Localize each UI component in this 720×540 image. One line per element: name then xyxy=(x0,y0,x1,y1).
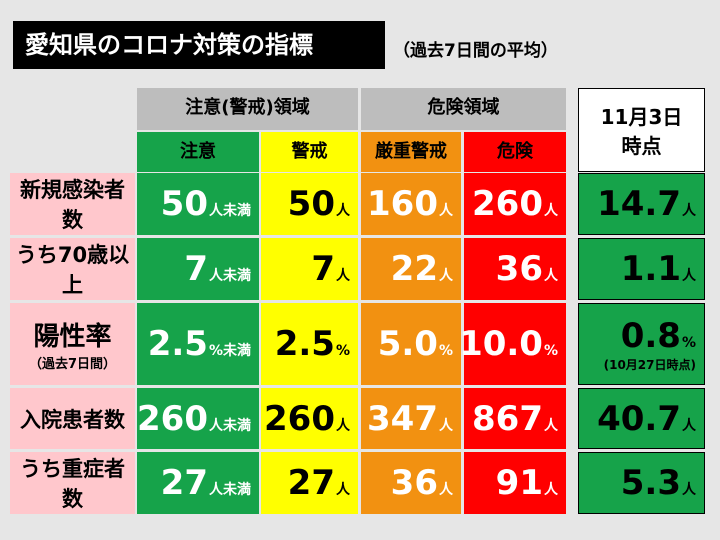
value-unit: 人 xyxy=(439,268,453,284)
cell-alert: 260人 xyxy=(261,388,358,449)
header-alert: 警戒 xyxy=(261,132,358,172)
value-unit: 人未満 xyxy=(209,203,251,219)
value-number: 27 xyxy=(160,463,208,503)
value-number: 91 xyxy=(495,463,543,503)
value-unit: 人 xyxy=(544,482,558,498)
value-number: 27 xyxy=(287,463,335,503)
value-number: 5.3 xyxy=(620,463,681,503)
row-label: うち70歳以上 xyxy=(10,238,135,300)
value-number: 347 xyxy=(367,398,438,439)
value-number: 867 xyxy=(472,398,543,439)
page-subtitle: （過去7日間の平均） xyxy=(393,41,558,61)
header-danger-zone: 危険領域 xyxy=(361,88,566,130)
value-number: 7 xyxy=(311,249,335,289)
value-number: 10.0 xyxy=(459,324,543,364)
cell-caution: 260人未満 xyxy=(137,388,259,449)
value-number: 260 xyxy=(472,184,543,224)
value-number: 5.0 xyxy=(377,324,438,364)
row-label: 新規感染者数 xyxy=(10,173,135,235)
cell-current: 1.1人 xyxy=(578,238,705,300)
value-unit: 人未満 xyxy=(209,482,251,498)
header-date-line1: 11月3日 xyxy=(600,105,683,129)
value-unit: % xyxy=(438,343,453,359)
row-label: 陽性率 （過去7日間） xyxy=(10,303,135,385)
value-unit: 人 xyxy=(439,417,453,434)
value-unit: 人 xyxy=(544,268,558,284)
cell-severe: 160人 xyxy=(361,173,461,235)
cell-alert: 27人 xyxy=(261,452,358,514)
cell-severe: 347人 xyxy=(361,388,461,449)
cell-current: 5.3人 xyxy=(578,452,705,514)
value-unit: 人 xyxy=(439,482,453,498)
row-sublabel: （過去7日間） xyxy=(28,357,117,372)
cell-current: 40.7人 xyxy=(578,388,705,449)
cell-alert: 50人 xyxy=(261,173,358,235)
row-label-text: 入院患者数 xyxy=(20,407,125,432)
value-unit: 人 xyxy=(544,203,558,219)
row-label-text: 新規感染者数 xyxy=(20,178,125,232)
value-unit: % xyxy=(681,334,696,351)
value-unit: 人 xyxy=(336,417,350,434)
value-unit: 人 xyxy=(336,268,350,284)
value-unit: 人 xyxy=(336,482,350,498)
value-unit: 人未満 xyxy=(209,268,251,284)
value-number: 7 xyxy=(184,249,208,289)
cell-alert: 2.5% xyxy=(261,303,358,385)
value-number: 260 xyxy=(137,398,208,439)
value-number: 22 xyxy=(390,249,438,289)
cell-danger: 867人 xyxy=(464,388,566,449)
cell-caution: 50人未満 xyxy=(137,173,259,235)
value-number: 1.1 xyxy=(620,249,681,289)
value-unit: %未満 xyxy=(208,343,251,359)
value-number: 36 xyxy=(495,249,543,289)
row-label-text: うち70歳以上 xyxy=(15,243,130,297)
value-unit: 人 xyxy=(682,203,696,219)
value-unit: % xyxy=(335,343,350,359)
value-number: 0.8 xyxy=(620,315,681,356)
row-label-text: うち重症者数 xyxy=(20,457,125,511)
cell-caution: 27人未満 xyxy=(137,452,259,514)
value-unit: % xyxy=(543,343,558,359)
value-number: 2.5 xyxy=(274,324,335,364)
page-title: 愛知県のコロナ対策の指標 xyxy=(13,21,385,69)
value-unit: 人未満 xyxy=(209,417,251,434)
value-number: 50 xyxy=(160,184,208,224)
cell-severe: 36人 xyxy=(361,452,461,514)
cell-danger: 91人 xyxy=(464,452,566,514)
row-label-text: 陽性率 xyxy=(33,322,112,352)
value-note: (10月27日時点) xyxy=(603,357,696,372)
value-number: 40.7 xyxy=(597,398,681,439)
value-number: 14.7 xyxy=(597,184,681,224)
cell-current: 14.7人 xyxy=(578,173,705,235)
header-caution: 注意 xyxy=(137,132,259,172)
cell-alert: 7人 xyxy=(261,238,358,300)
header-severe-alert: 厳重警戒 xyxy=(361,132,461,172)
value-number: 260 xyxy=(264,398,335,439)
value-number: 50 xyxy=(287,184,335,224)
cell-danger: 260人 xyxy=(464,173,566,235)
value-unit: 人 xyxy=(682,482,696,498)
header-danger: 危険 xyxy=(464,132,566,172)
cell-severe: 22人 xyxy=(361,238,461,300)
header-date: 11月3日 時点 xyxy=(578,88,705,172)
value-unit: 人 xyxy=(439,203,453,219)
cell-danger: 36人 xyxy=(464,238,566,300)
cell-severe: 5.0% xyxy=(361,303,461,385)
value-number: 36 xyxy=(390,463,438,503)
value-unit: 人 xyxy=(682,268,696,284)
value-unit: 人 xyxy=(544,417,558,434)
row-label: うち重症者数 xyxy=(10,452,135,514)
value-unit: 人 xyxy=(336,203,350,219)
cell-caution: 2.5%未満 xyxy=(137,303,259,385)
value-number: 160 xyxy=(367,184,438,224)
value-unit: 人 xyxy=(682,417,696,434)
cell-current: 0.8% (10月27日時点) xyxy=(578,303,705,385)
cell-danger: 10.0% xyxy=(459,303,566,385)
row-label: 入院患者数 xyxy=(10,388,135,449)
cell-caution: 7人未満 xyxy=(137,238,259,300)
value-number: 2.5 xyxy=(147,324,208,364)
header-caution-zone: 注意(警戒)領域 xyxy=(137,88,358,130)
header-date-line2: 時点 xyxy=(621,134,662,158)
